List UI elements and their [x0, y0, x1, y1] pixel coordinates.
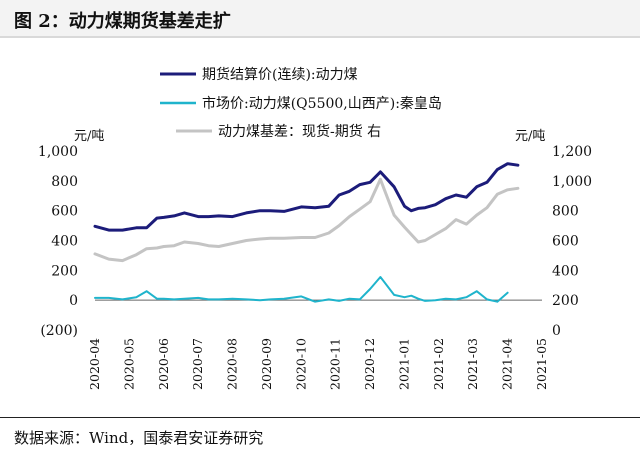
x-tick-label: 2020-12: [362, 338, 377, 390]
x-tick-label: 2020-11: [328, 338, 343, 390]
x-tick-label: 2020-05: [121, 338, 136, 390]
x-tick-label: 2020-04: [87, 338, 102, 390]
x-tick-label: 2021-04: [500, 338, 515, 390]
source-note: 数据来源：Wind，国泰君安证券研究: [14, 429, 264, 447]
x-tick-label: 2020-10: [293, 338, 308, 390]
x-tick-label: 2020-07: [190, 338, 205, 390]
left-tick-label: 1,000: [38, 144, 78, 160]
footer-divider: [0, 417, 640, 418]
right-tick-label: 800: [552, 204, 579, 220]
left-tick-label: 600: [51, 204, 78, 220]
x-tick-label: 2021-03: [465, 338, 480, 390]
right-tick-label: 400: [552, 263, 579, 279]
right-tick-label: 1,000: [552, 174, 592, 190]
series-group: [93, 162, 520, 303]
x-tick-label: 2021-01: [396, 338, 411, 390]
right-tick-label: 1,200: [552, 144, 592, 160]
x-tick-label: 2020-09: [259, 338, 274, 390]
series-line-3: [93, 177, 520, 263]
legend: 期货结算价(连续):动力煤市场价:动力煤(Q5500,山西产):秦皇岛动力煤基差…: [160, 66, 442, 140]
chart-area: 期货结算价(连续):动力煤市场价:动力煤(Q5500,山西产):秦皇岛动力煤基差…: [38, 66, 592, 390]
left-tick-label: (200): [40, 323, 78, 339]
title-bar: 图 2：动力煤期货基差走扩: [0, 0, 640, 38]
x-tick-label: 2020-08: [225, 338, 240, 390]
left-tick-label: 200: [51, 263, 78, 279]
tick-labels: 1,000 800 600 400 200 0 (200) 1,200 1,000 800 600 4…: [38, 129, 592, 390]
legend-label-3: 动力煤基差：现货-期货 右: [218, 123, 381, 140]
x-tick-label: 2021-05: [534, 338, 549, 390]
right-tick-label: 0: [552, 323, 561, 339]
series-line-1: [93, 162, 520, 232]
legend-label-1: 期货结算价(连续):动力煤: [202, 66, 358, 83]
left-tick-label: 800: [51, 174, 78, 190]
legend-label-2: 市场价:动力煤(Q5500,山西产):秦皇岛: [202, 95, 442, 112]
right-tick-label: 600: [552, 234, 579, 250]
right-axis-unit: 元/吨: [515, 129, 545, 144]
chart-title: 图 2：动力煤期货基差走扩: [14, 11, 231, 32]
series-line-2: [94, 276, 509, 303]
left-tick-label: 0: [69, 293, 78, 309]
x-tick-label: 2020-06: [156, 338, 171, 390]
x-tick-label: 2021-02: [431, 338, 446, 390]
left-tick-label: 400: [51, 234, 78, 250]
right-tick-label: 200: [552, 293, 579, 309]
left-axis-unit: 元/吨: [74, 129, 104, 144]
